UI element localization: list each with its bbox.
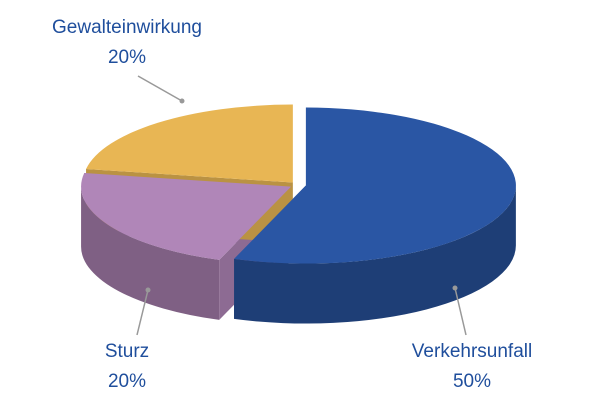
slice — [81, 173, 292, 260]
leader-line — [137, 75, 183, 102]
leader-line — [136, 289, 149, 336]
value-label: 20% — [108, 47, 146, 68]
slice — [234, 107, 516, 264]
leader-dot — [145, 287, 151, 293]
slice — [86, 104, 293, 183]
slice-label: Sturz — [105, 341, 149, 362]
leader-line — [454, 287, 467, 336]
slice-label: Gewalteinwirkung — [52, 17, 202, 38]
leader-dot — [179, 98, 185, 104]
value-label: 50% — [453, 371, 491, 392]
slice-side-wall — [234, 185, 516, 324]
slice-label: Verkehrsunfall — [412, 341, 532, 362]
leader-dot — [452, 285, 458, 291]
slice-side-wall — [81, 186, 220, 320]
value-label: 20% — [108, 371, 146, 392]
